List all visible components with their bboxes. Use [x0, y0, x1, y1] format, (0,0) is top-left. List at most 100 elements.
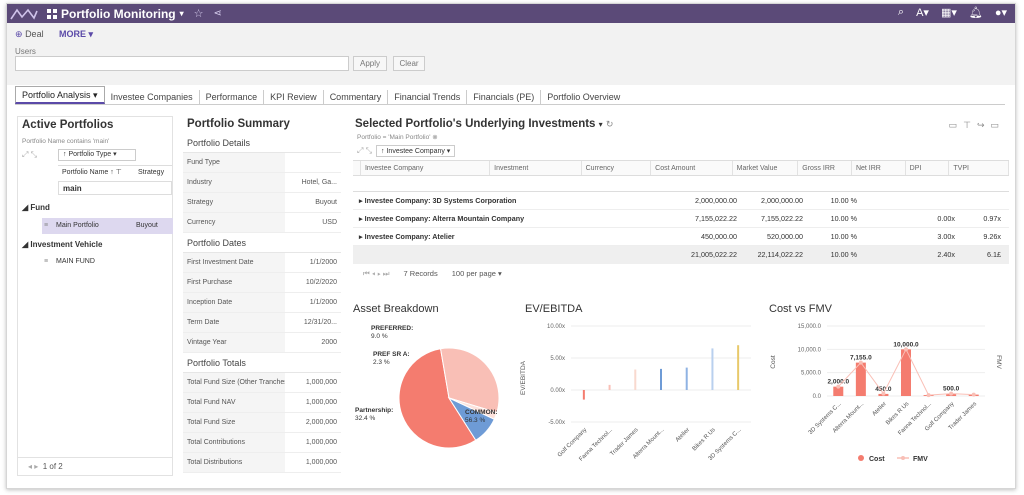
portfolio-name: MAIN FUND: [56, 258, 95, 265]
investments-title[interactable]: Selected Portfolio's Underlying Investme…: [355, 118, 1009, 130]
action-bar: ⊕ Deal MORE ▾ Users Apply Clear: [7, 23, 1015, 85]
y-tick-label: 15,000.0: [798, 324, 822, 330]
table-row[interactable]: ▸ Investee Company: 3D Systems Corporati…: [353, 192, 1009, 210]
tab-commentary[interactable]: Commentary: [324, 90, 389, 104]
summary-value: 2,000,000: [305, 419, 337, 426]
share-icon[interactable]: ⋖: [213, 8, 222, 19]
clear-filter-icon[interactable]: ⊗: [432, 134, 438, 141]
data-label: 450.0: [875, 386, 892, 393]
data-label: 2,000.0: [827, 379, 849, 386]
cell-value: [857, 192, 911, 209]
tab-portfolio-analysis[interactable]: Portfolio Analysis ▾: [15, 86, 105, 104]
bar[interactable]: [660, 368, 662, 390]
per-page-select[interactable]: 100 per page ▾: [451, 269, 502, 278]
bar[interactable]: [685, 367, 688, 390]
column-header[interactable]: Currency: [582, 161, 652, 175]
prev-page-icon[interactable]: ◂ ▸: [28, 462, 39, 471]
user-switch-icon[interactable]: A▾: [916, 7, 929, 19]
tab-performance[interactable]: Performance: [200, 90, 265, 104]
col-portfolio-name[interactable]: Portfolio Name ↑ ⊤: [62, 169, 122, 176]
investee-company-group-button[interactable]: ↑ Investee Company ▾: [376, 145, 456, 157]
bar[interactable]: [634, 369, 637, 390]
tab-kpi-review[interactable]: KPI Review: [264, 90, 324, 104]
group-fund[interactable]: ◢ Fund: [22, 203, 50, 212]
y-tick-label: 0.00x: [550, 388, 565, 394]
tab-financials-pe[interactable]: Financials (PE): [467, 90, 542, 104]
bar[interactable]: [711, 348, 714, 390]
expand-collapse-icons[interactable]: ⤢ ⤡: [357, 146, 373, 155]
summary-row: First Purchase 10/2/2020: [183, 273, 341, 293]
line-point[interactable]: [971, 392, 976, 397]
refresh-icon[interactable]: ↻: [605, 119, 614, 129]
more-menu[interactable]: MORE ▾: [59, 29, 94, 39]
more-label: MORE: [59, 29, 86, 39]
x-tick-label: Atelier: [675, 427, 691, 443]
apps-grid-icon[interactable]: ▦▾: [940, 7, 957, 19]
app-title-menu[interactable]: Portfolio Monitoring ▾: [47, 7, 184, 21]
active-portfolios-title: Active Portfolios: [22, 119, 114, 131]
legend-label: Cost: [869, 456, 885, 463]
tab-investee-companies[interactable]: Investee Companies: [105, 90, 200, 104]
pie-slice[interactable]: [439, 347, 500, 414]
column-header[interactable]: TVPI: [949, 161, 1010, 175]
data-label: 10,000.0: [893, 341, 919, 348]
star-icon[interactable]: ☆: [193, 8, 204, 20]
summary-key: Fund Type: [183, 153, 285, 172]
bar[interactable]: [608, 384, 611, 390]
expand-collapse-icons[interactable]: ⤢ ⤡: [22, 150, 38, 159]
panel-toolbar-icons[interactable]: ▭⊤↪▭: [948, 120, 1005, 130]
tab-label: Portfolio Analysis: [22, 90, 91, 100]
column-header[interactable]: DPI: [906, 161, 950, 175]
investments-panel: Selected Portfolio's Underlying Investme…: [353, 116, 1010, 296]
column-header[interactable]: Investee Company: [361, 161, 491, 175]
apply-button[interactable]: Apply: [353, 56, 387, 71]
portfolio-search-input[interactable]: main: [58, 181, 172, 195]
column-header[interactable]: Market Value: [733, 161, 799, 175]
summary-row: Industry Hotel, Ga...: [183, 173, 341, 193]
cell-value: [955, 192, 1001, 209]
legend-label: FMV: [913, 456, 928, 463]
bell-icon[interactable]: 🔔︎: [968, 7, 983, 19]
bar[interactable]: [833, 386, 844, 396]
pie-slice[interactable]: [398, 348, 477, 449]
summary-section-header: Portfolio Details: [183, 133, 341, 153]
data-label: 500.0: [943, 386, 960, 393]
search-icon[interactable]: ⌕: [897, 6, 905, 18]
table-row[interactable]: ▸ Investee Company: Alterra Mountain Com…: [353, 210, 1009, 228]
table-row[interactable]: ▸ Investee Company: Atelier 450,000.00 520…: [353, 228, 1009, 246]
col-strategy[interactable]: Strategy: [138, 169, 165, 176]
column-header[interactable]: Investment: [490, 161, 582, 175]
bar[interactable]: [901, 349, 911, 396]
users-label: Users: [15, 47, 36, 56]
column-header[interactable]: Gross IRR: [798, 161, 852, 175]
portfolio-type-group-button[interactable]: ↑ Portfolio Type ▾: [58, 149, 136, 161]
pie-slice[interactable]: [447, 396, 495, 441]
cell-value: 21,005,022.22: [691, 250, 737, 259]
portfolio-pager: ◂ ▸ 1 of 2: [18, 457, 172, 475]
legend-swatch: [901, 456, 905, 460]
group-investment-vehicle[interactable]: ◢ Investment Vehicle: [22, 240, 103, 249]
page-indicator: 1 of 2: [42, 462, 63, 471]
deal-button[interactable]: ⊕ Deal: [15, 29, 44, 40]
bar[interactable]: [855, 362, 866, 396]
list-item[interactable]: ≡ MAIN FUND: [42, 255, 173, 269]
person-icon[interactable]: ●▾: [994, 7, 1007, 19]
investments-filter-row[interactable]: [353, 176, 1009, 192]
bar[interactable]: [737, 345, 740, 390]
data-label: 7,155.0: [850, 355, 872, 362]
pie-slice-percent: 9.0 %: [371, 333, 388, 340]
tab-financial-trends[interactable]: Financial Trends: [388, 90, 468, 104]
users-input[interactable]: [15, 56, 349, 71]
column-header[interactable]: Cost Amount: [651, 161, 733, 175]
summary-key: Total Fund Size: [183, 413, 285, 432]
column-header[interactable]: Net IRR: [852, 161, 906, 175]
clear-button[interactable]: Clear: [393, 56, 425, 71]
pager-nav-icons[interactable]: ⏮ ◂ ▸ ⏭: [363, 269, 390, 278]
summary-key: Total Distributions: [183, 453, 285, 472]
list-item[interactable]: ≡ Main Portfolio Buyout: [42, 218, 173, 234]
bar[interactable]: [582, 390, 585, 400]
summary-row: Total Distributions 1,000,000: [183, 453, 341, 473]
summary-key: Total Fund Size (Other Tranches): [183, 373, 285, 392]
app-logo-icon[interactable]: [7, 4, 41, 23]
tab-portfolio-overview[interactable]: Portfolio Overview: [547, 92, 621, 102]
